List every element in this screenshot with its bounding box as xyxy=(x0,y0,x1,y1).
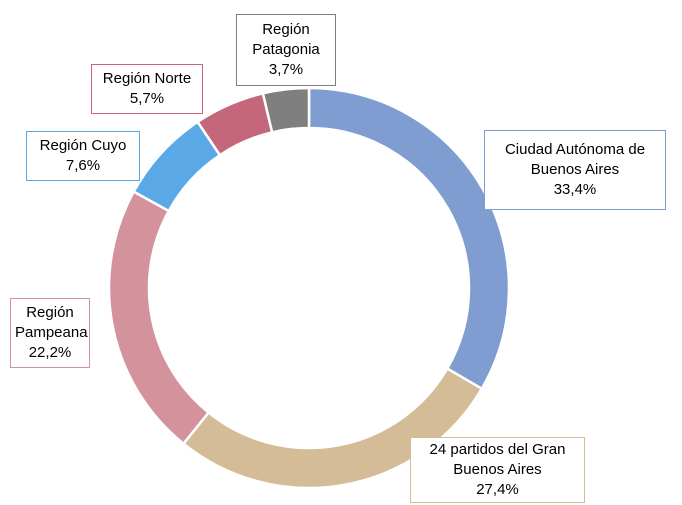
slice-label: Región Norte 5,7% xyxy=(91,64,203,114)
slice-label: 24 partidos del Gran Buenos Aires 27,4% xyxy=(410,437,585,503)
category-label: Región Cuyo xyxy=(39,137,127,154)
slice-label: Región Pampeana 22,2% xyxy=(10,298,90,368)
value-label: 22,2% xyxy=(28,344,72,361)
donut-slice xyxy=(107,189,211,446)
value-label: 7,6% xyxy=(65,157,101,174)
slice-label: Ciudad Autónoma de Buenos Aires 33,4% xyxy=(484,130,666,210)
category-label: Ciudad Autónoma de Buenos Aires xyxy=(504,141,646,178)
category-label: Región Pampeana xyxy=(15,304,88,341)
slice-label: Región Patagonia 3,7% xyxy=(236,14,336,86)
value-label: 3,7% xyxy=(268,61,304,78)
slice-label: Región Cuyo 7,6% xyxy=(26,131,140,181)
donut-slice xyxy=(307,86,511,391)
category-label: Región Norte xyxy=(102,70,192,87)
category-label: 24 partidos del Gran Buenos Aires xyxy=(429,441,566,478)
donut-slice xyxy=(261,86,311,134)
value-label: 33,4% xyxy=(553,181,597,198)
value-label: 27,4% xyxy=(476,481,519,498)
category-label: Región Patagonia xyxy=(252,21,320,58)
value-label: 5,7% xyxy=(129,90,165,107)
